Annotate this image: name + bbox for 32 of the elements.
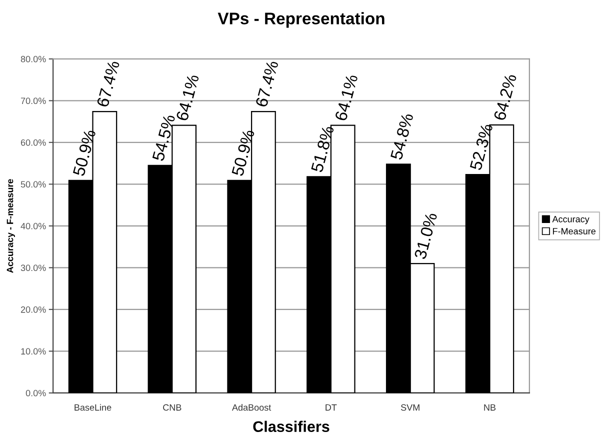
y-tick-label: 80.0% bbox=[20, 56, 46, 62]
y-tick-label: 70.0% bbox=[20, 98, 46, 104]
y-tick-label: 20.0% bbox=[20, 306, 46, 313]
y-tick-label: 30.0% bbox=[20, 264, 46, 272]
x-tick-label: AdaBoost bbox=[232, 404, 272, 411]
y-tick-label: 40.0% bbox=[20, 222, 46, 230]
y-tick-label: 0.0% bbox=[26, 390, 46, 396]
legend-label: Accuracy bbox=[552, 216, 590, 224]
x-tick-label: NB bbox=[484, 404, 496, 411]
y-tick-label: 10.0% bbox=[21, 348, 46, 355]
data-label: 52.3% bbox=[470, 123, 493, 171]
data-label: 51.8% bbox=[310, 125, 334, 173]
x-tick-label: CNB bbox=[163, 404, 182, 411]
y-tick-label: 50.0% bbox=[20, 181, 46, 188]
data-label: 67.4% bbox=[255, 60, 279, 108]
y-axis-title: Accuracy - F-measure bbox=[6, 179, 15, 273]
data-label: 64.2% bbox=[493, 73, 517, 121]
chart-title: VPs - Representation bbox=[218, 12, 384, 28]
data-label: 31.0% bbox=[414, 212, 438, 260]
x-tick-label: BaseLine bbox=[74, 404, 112, 411]
data-label: 54.8% bbox=[390, 112, 414, 160]
data-label: 64.1% bbox=[334, 74, 358, 122]
y-tick-label: 60.0% bbox=[20, 139, 46, 146]
data-label: 64.1% bbox=[176, 74, 200, 122]
data-label: 50.9% bbox=[72, 128, 96, 176]
x-axis-title: Classifiers bbox=[253, 420, 330, 432]
x-tick-label: SVM bbox=[400, 404, 420, 411]
data-label: 67.4% bbox=[96, 60, 120, 108]
data-label: 50.9% bbox=[231, 128, 255, 176]
data-label: 54.5% bbox=[152, 114, 176, 162]
x-tick-label: DT bbox=[326, 404, 337, 411]
legend-label: F-Measure bbox=[552, 228, 596, 234]
